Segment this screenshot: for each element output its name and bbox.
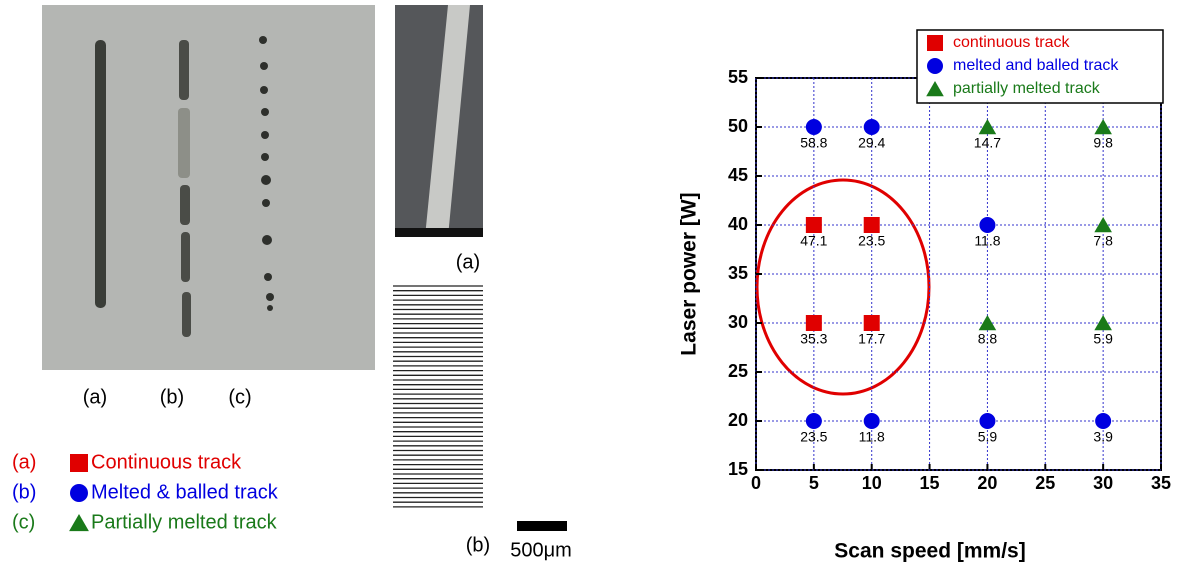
x-tick-label: 15	[920, 473, 940, 493]
scale-bar	[517, 521, 567, 531]
legend-marker	[70, 454, 88, 472]
legend-entry: melted and balled track	[953, 57, 1119, 74]
y-axis-label: Laser power [W]	[678, 192, 701, 355]
figure: 500μm (a) (b) Scan speed [mm/s] Laser po…	[0, 0, 1188, 567]
legend-marker	[927, 58, 943, 74]
sem-footer	[395, 228, 483, 237]
point	[979, 217, 995, 233]
point	[979, 413, 995, 429]
point	[864, 315, 880, 331]
point-label: 7.8	[1093, 233, 1113, 249]
point-label: 47.1	[800, 233, 827, 249]
x-tick-label: 20	[977, 473, 997, 493]
legend-entry: partially melted track	[953, 80, 1101, 97]
legend-marker	[69, 514, 89, 531]
point-label: 14.7	[974, 135, 1001, 151]
legend-entry: continuous track	[953, 34, 1071, 51]
point	[864, 119, 880, 135]
point-label: 29.4	[858, 135, 885, 151]
x-tick-label: 0	[751, 473, 761, 493]
point-label: 23.5	[858, 233, 885, 249]
point	[864, 217, 880, 233]
point-label: 9.8	[1093, 135, 1113, 151]
x-tick-label: 25	[1035, 473, 1055, 493]
track-photo	[42, 5, 375, 370]
track-a	[95, 40, 106, 308]
legend-text: Melted & balled track	[91, 481, 279, 503]
legend-key: (c)	[12, 511, 35, 533]
y-tick-label: 35	[728, 263, 748, 283]
y-tick-label: 55	[728, 67, 748, 87]
point-label: 35.3	[800, 331, 827, 347]
y-tick-label: 30	[728, 312, 748, 332]
point-label: 11.8	[859, 429, 885, 445]
x-tick-label: 35	[1151, 473, 1171, 493]
x-axis-label: Scan speed [mm/s]	[834, 540, 1025, 563]
scale-label: 500μm	[510, 539, 572, 561]
y-tick-label: 15	[728, 459, 748, 479]
y-tick-label: 45	[728, 165, 748, 185]
point	[806, 217, 822, 233]
point-label: 58.8	[800, 135, 827, 151]
x-tick-label: 10	[862, 473, 882, 493]
point-label: 3.9	[1093, 429, 1113, 445]
point-label: 17.7	[858, 331, 885, 347]
point-label: 5.9	[1093, 331, 1113, 347]
x-tick-label: 5	[809, 473, 819, 493]
point-label: 8.8	[978, 331, 998, 347]
legend-key: (b)	[12, 481, 36, 503]
point	[806, 119, 822, 135]
photo-label: (c)	[228, 386, 251, 408]
y-tick-label: 25	[728, 361, 748, 381]
highlight-ellipse	[757, 180, 929, 394]
point	[806, 413, 822, 429]
y-tick-label: 40	[728, 214, 748, 234]
point	[864, 413, 880, 429]
point-label: 5.9	[978, 429, 998, 445]
y-tick-label: 50	[728, 116, 748, 136]
legend-marker	[70, 484, 88, 502]
photo-label: (b)	[160, 386, 184, 408]
legend-key: (a)	[12, 451, 36, 473]
y-tick-label: 20	[728, 410, 748, 430]
photo-label: (a)	[83, 386, 107, 408]
legend-text: Partially melted track	[91, 511, 278, 533]
point-label: 11.8	[974, 233, 1000, 249]
point	[806, 315, 822, 331]
legend-marker	[927, 35, 943, 51]
x-tick-label: 30	[1093, 473, 1113, 493]
point-label: 23.5	[800, 429, 827, 445]
legend-text: Continuous track	[91, 451, 242, 473]
sem-label: (a)	[456, 251, 480, 273]
point	[1095, 413, 1111, 429]
scan-lines	[393, 286, 483, 507]
lines-label: (b)	[466, 534, 490, 556]
